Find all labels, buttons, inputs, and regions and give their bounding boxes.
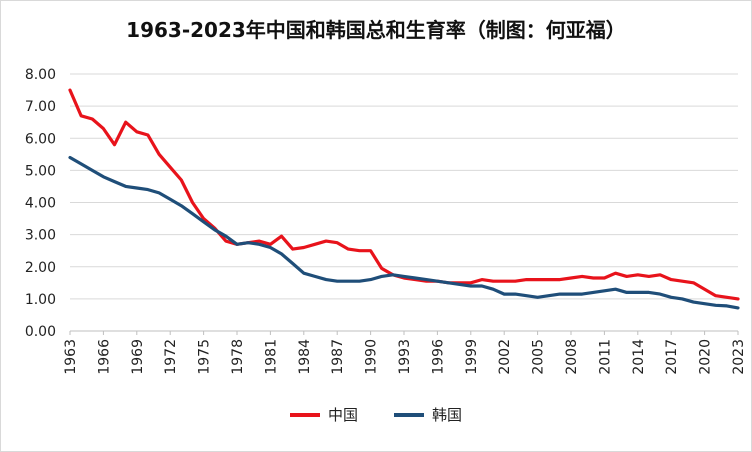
x-tick-label: 1969 (130, 339, 146, 375)
y-tick-label: 8.00 (25, 67, 56, 83)
legend-item-korea: 韩国 (394, 404, 462, 425)
x-tick-label: 1978 (230, 339, 246, 375)
x-tick-label: 1993 (397, 339, 413, 375)
y-tick-label: 0.00 (25, 324, 56, 340)
x-tick-label: 2008 (564, 339, 580, 375)
legend-label-china: 中国 (327, 406, 358, 424)
chart-title: 1963-2023年中国和韩国总和生育率（制图：何亚福） (126, 18, 626, 42)
y-tick-label: 7.00 (25, 99, 56, 115)
x-tick-label: 1975 (197, 339, 213, 375)
x-tick-label: 1996 (430, 339, 446, 375)
x-tick-label: 1987 (330, 339, 346, 375)
legend-item-china: 中国 (289, 404, 358, 425)
x-tick-label: 1972 (163, 339, 179, 375)
x-tick-label: 2002 (497, 339, 513, 375)
y-tick-label: 5.00 (25, 163, 56, 179)
x-tick-label: 1981 (263, 339, 279, 375)
x-tick-label: 2014 (631, 339, 647, 375)
y-tick-label: 4.00 (25, 196, 56, 212)
x-tick-label: 2020 (698, 339, 714, 375)
x-tick-label: 1966 (96, 339, 112, 375)
y-tick-label: 3.00 (25, 228, 56, 244)
x-tick-label: 1999 (464, 339, 480, 375)
x-tick-label: 1984 (297, 339, 313, 375)
x-tick-label: 1990 (364, 339, 380, 375)
chart-legend: 中国 韩国 (0, 404, 752, 425)
legend-swatch-china (289, 412, 320, 417)
x-tick-label: 2005 (531, 339, 547, 375)
y-tick-label: 1.00 (25, 292, 56, 308)
x-tick-label: 2017 (664, 339, 680, 375)
legend-label-korea: 韩国 (432, 406, 463, 424)
y-tick-label: 6.00 (25, 131, 56, 147)
legend-swatch-korea (394, 412, 424, 417)
x-tick-label: 2023 (731, 339, 747, 375)
series-line-korea (68, 155, 740, 310)
x-tick-label: 1963 (63, 339, 79, 375)
x-tick-label: 2011 (597, 339, 613, 375)
series-line-china (68, 88, 740, 301)
y-tick-label: 2.00 (25, 260, 56, 276)
